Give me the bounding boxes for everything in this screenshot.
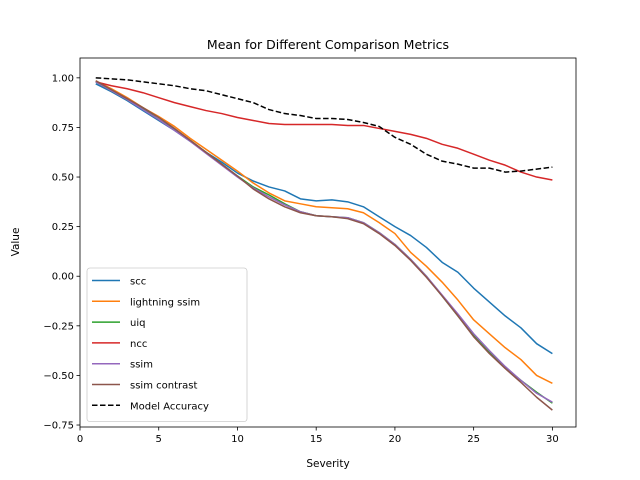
y-tick-label-0: −0.75	[43, 421, 74, 432]
legend-label-0: scc	[130, 277, 146, 288]
y-tick-label-6: 0.75	[52, 123, 74, 134]
axes-layer: 0 5 10 15 20 25 30 −0.75 −0.50 −0.25 0.00 0.25 0.50 0…	[43, 57, 577, 445]
series-line-1	[95, 80, 553, 385]
legend-label-4: ssim	[130, 360, 153, 371]
series-line-5	[95, 80, 553, 411]
x-tick-label-2: 10	[231, 434, 244, 445]
legend-box	[86, 267, 248, 423]
legend-label-5: ssim contrast	[130, 381, 197, 392]
legend-label-2: uiq	[130, 318, 145, 329]
legend-label-1: lightning ssim	[130, 297, 200, 308]
legend: scc lightning ssim uiq ncc ssim ssim contrast…	[86, 267, 248, 423]
axes-frame	[79, 57, 577, 428]
y-axis-label: Value	[10, 228, 22, 257]
y-tick-label-2: −0.25	[43, 321, 74, 332]
x-tick-label-1: 5	[156, 434, 162, 445]
chart-title: Mean for Different Comparison Metrics	[207, 37, 449, 52]
y-tick-label-3: 0.00	[52, 272, 74, 283]
y-tick-label-4: 0.25	[52, 222, 74, 233]
x-tick-label-6: 30	[546, 434, 559, 445]
x-tick-label-5: 25	[467, 434, 480, 445]
x-axis-label: Severity	[306, 458, 349, 470]
y-tick-label-7: 1.00	[52, 73, 74, 84]
y-tick-label-5: 0.50	[52, 173, 74, 184]
series-line-6	[95, 77, 553, 173]
series-line-3	[95, 81, 553, 181]
y-tick-label-1: −0.50	[43, 371, 74, 382]
legend-label-3: ncc	[130, 339, 147, 350]
x-tick-label-0: 0	[77, 434, 83, 445]
legend-label-6: Model Accuracy	[130, 401, 209, 412]
x-tick-label-4: 20	[389, 434, 402, 445]
x-tick-label-3: 15	[310, 434, 323, 445]
series-layer	[95, 77, 553, 411]
